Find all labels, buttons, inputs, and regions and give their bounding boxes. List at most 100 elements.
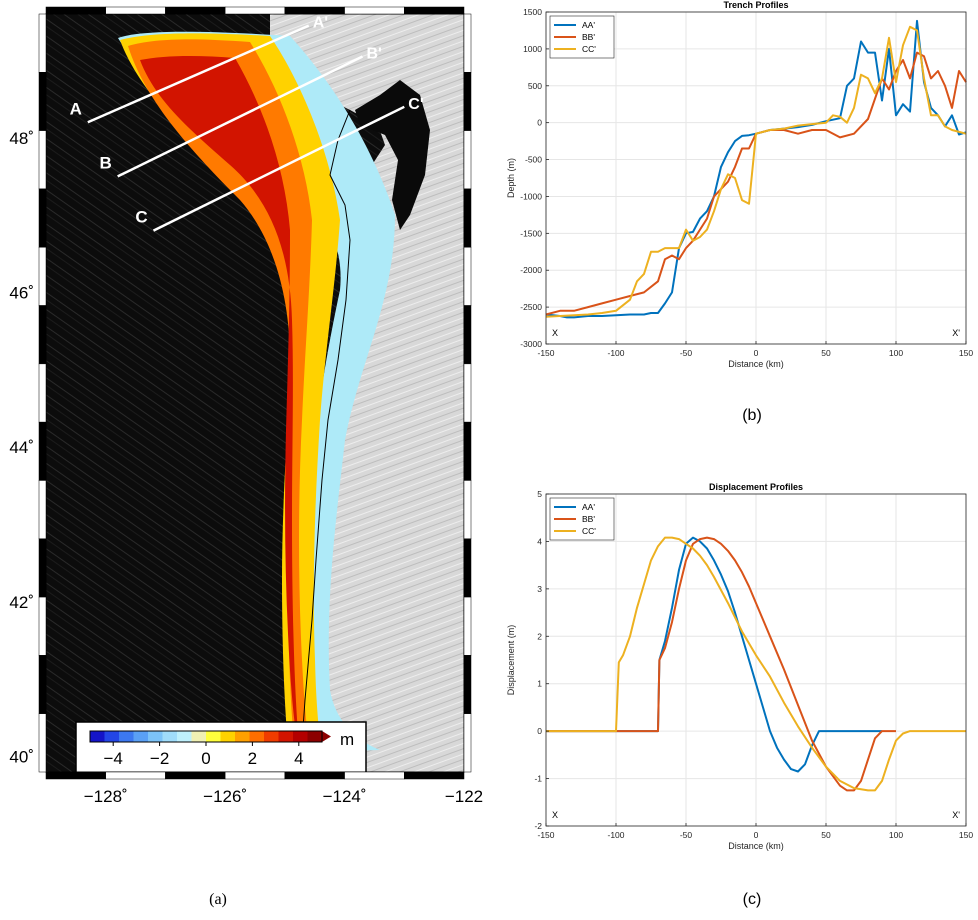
legend-label: CC' [582,44,596,54]
frame-segment-right [463,305,472,365]
slip-band-orange [128,39,312,741]
panel-label-b: (b) [742,407,762,424]
colorbar-cell [133,731,149,742]
displacement-profiles-chart: -150 -100 -50 0 50 100 150 -2 -1 0 1 2 3 4 5 Displaceme… [506,482,973,851]
profile-line [117,55,364,178]
y-tick-label: 1000 [523,44,542,54]
map-panel: A A' B B' C C' m −4 −2 0 2 4 −128˚ −126˚ −124˚ −122 4… [9,6,483,908]
frame-segment-bottom [105,771,166,780]
y-tick-label: -500 [525,155,542,165]
colorbar-frame [75,721,367,772]
trench-profiles-chart: -150 -100 -50 0 50 100 150-3000-2500-2000-1500… [506,0,973,369]
frame-segment-bottom [45,771,106,780]
x-tick-label: -150 [537,348,554,358]
x-tick-label: 100 [889,348,903,358]
y-tick-label: 0 [537,726,542,736]
y-tick-label: -2 [534,821,542,831]
y-tick-label: 0 [537,118,542,128]
colorbar-cell [104,731,120,742]
legend-label: BB' [582,514,595,524]
frame-segment-left [38,305,47,365]
colorbar-overflow-triangle [322,731,331,742]
frame-segment-top [105,6,166,15]
sound-waters [355,80,430,230]
x-tick-label: 100 [889,830,903,840]
colorbar-cell [293,731,308,742]
frame-segment-top [45,6,106,15]
colorbar-cell [148,731,163,742]
frame-segment-left [38,246,47,306]
x-tick-label: 0 [754,348,759,358]
frame-segment-right [463,72,472,131]
frame-segment-left [38,421,47,481]
y-tick-label: 5 [537,489,542,499]
profile-start-label: B [100,153,112,172]
colorbar-tick-label: 0 [201,749,210,768]
y-axis-label: Depth (m) [506,158,516,198]
frame-segment-right [463,480,472,540]
x-axis-label: Distance (km) [728,359,784,369]
frame-segment-right [463,596,472,656]
colorbar-cell [119,731,134,742]
y-tick-label: -1 [534,774,542,784]
frame-segment-right [463,713,472,773]
profile-start-label: A [70,99,82,118]
map-y-tick-label: 40˚ [9,748,34,767]
x-tick-label: -100 [607,830,624,840]
y-tick-label: -1000 [520,191,542,201]
colorbar: m −4 −2 0 2 4 [75,721,367,772]
corner-label-right: X' [952,810,960,820]
colorbar-ticks: −4 −2 0 2 4 [104,742,304,768]
colorbar-tick-label: −4 [104,749,123,768]
frame-segment-top [224,6,286,15]
profile-line [87,24,310,124]
series-line [545,25,967,318]
y-tick-label: 2 [537,631,542,641]
map-y-tick-label: 48˚ [9,129,34,148]
profile-lines: A A' B B' C C' [70,15,424,232]
frame-segment-left [38,188,47,248]
colorbar-cell [191,731,207,742]
frame-segment-right [463,538,472,598]
x-tick-label: -50 [680,830,693,840]
colorbar-cell [278,731,294,742]
colorbar-unit: m [340,730,354,749]
frame-segment-right [463,363,472,423]
colorbar-cell [90,731,105,742]
legend-label: BB' [582,32,595,42]
y-tick-label: -2000 [520,265,542,275]
corner-label-right: X' [952,328,960,338]
frame-segment-bottom [344,771,405,780]
map-y-tick-label: 46˚ [9,283,34,302]
frame-segment-left [38,72,47,131]
frame-segment-left [38,130,47,190]
colorbar-cell [249,731,265,742]
x-tick-label: 0 [754,830,759,840]
legend-label: CC' [582,526,596,536]
frame-segment-left [38,13,47,73]
frame-segment-right [463,655,472,714]
x-tick-label: 50 [821,830,831,840]
legend-label: AA' [582,20,595,30]
y-tick-label: 1500 [523,7,542,17]
frame-segment-right [463,421,472,481]
frame-segment-right [463,246,472,306]
frame-segment-right [463,188,472,248]
profile-end-label: C' [408,96,423,113]
frame-segment-left [38,655,47,714]
frame-segment-left [38,363,47,423]
frame-segment-right [463,130,472,190]
x-tick-label: -100 [607,348,624,358]
corner-label-left: X [552,810,558,820]
y-tick-label: 3 [537,584,542,594]
y-tick-label: -1500 [520,228,542,238]
x-tick-label: -50 [680,348,693,358]
x-axis-label: Distance (km) [728,841,784,851]
panel-label-a: (a) [209,891,227,908]
map-axis-ticks: −128˚ −126˚ −124˚ −122 40˚ 42˚ 44˚ 46˚ 48˚ [9,6,483,806]
frame-segment-top [165,6,226,15]
x-tick-label: 150 [959,348,973,358]
colorbar-tick-label: 4 [294,749,303,768]
frame-segment-left [38,538,47,598]
